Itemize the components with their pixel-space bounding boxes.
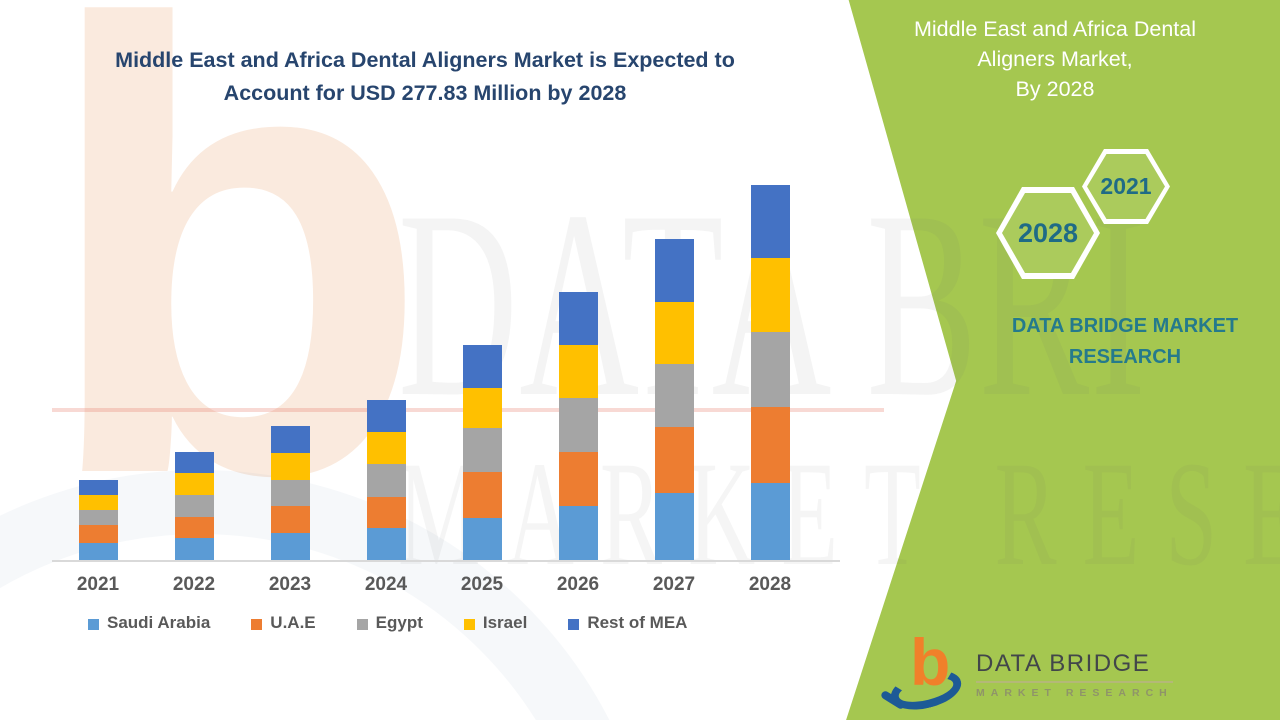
legend-item-u-a-e: U.A.E [251,613,316,633]
stacked-bar-2021 [78,480,118,560]
page-title: Middle East and Africa Dental Aligners M… [30,44,820,110]
bar-segment-rest-of-mea-2025 [462,345,502,389]
x-axis-label-2027: 2027 [652,574,696,595]
bar-segment-egypt-2028 [750,332,790,408]
hexagon-badge-2028: 2028 [996,187,1100,279]
data-bridge-logo-text: DATA BRIDGE MARKET RESEARCH [976,650,1173,699]
bar-segment-rest-of-mea-2026 [558,292,598,346]
legend-swatch-icon [463,618,475,630]
hexagon-badge-2021: 2021 [1082,149,1170,224]
bar-segment-saudi-arabia-2028 [750,483,790,560]
stacked-bar-2027 [654,239,694,560]
bar-segment-egypt-2024 [366,464,406,498]
legend-item-egypt: Egypt [356,613,423,633]
bar-segment-u-a-e-2025 [462,472,502,518]
stacked-bar-2026 [558,292,598,560]
bar-segment-israel-2023 [270,453,310,481]
bar-segment-saudi-arabia-2023 [270,532,310,560]
bar-segment-israel-2026 [558,345,598,398]
bar-segment-rest-of-mea-2023 [270,426,310,454]
bar-segment-saudi-arabia-2022 [174,537,214,560]
stacked-bar-2024 [366,400,406,560]
bar-segment-u-a-e-2021 [78,525,118,543]
bar-segment-egypt-2022 [174,495,214,518]
bar-segment-u-a-e-2028 [750,407,790,483]
sidebar-heading-line3: By 2028 [1015,77,1095,101]
bar-segment-israel-2025 [462,388,502,429]
legend-item-israel: Israel [463,613,528,633]
stacked-bar-2025 [462,345,502,560]
legend-swatch-icon [88,618,99,630]
bar-segment-saudi-arabia-2024 [366,527,406,560]
bar-segment-egypt-2027 [654,364,694,428]
bar-segment-rest-of-mea-2021 [78,480,118,496]
bar-segment-israel-2022 [174,473,214,496]
bar-segment-u-a-e-2022 [174,517,214,538]
logo-b-glyph: b [910,625,951,699]
bar-segment-israel-2021 [78,495,118,511]
bar-segment-saudi-arabia-2025 [462,517,502,560]
stacked-bar-2022 [174,452,214,560]
bar-segment-egypt-2021 [78,510,118,526]
page-title-line2: Account for USD 277.83 Million by 2028 [223,81,627,105]
bar-segment-u-a-e-2023 [270,505,310,533]
page-title-line1: Middle East and Africa Dental Aligners M… [115,48,735,72]
legend-label: Rest of MEA [587,613,688,632]
stacked-bar-2023 [270,426,310,560]
sidebar-heading-line2: Aligners Market, [977,47,1133,71]
x-axis-label-2026: 2026 [556,574,600,595]
x-axis-label-2025: 2025 [460,574,504,595]
sidebar-heading-line1: Middle East and Africa Dental [913,17,1197,41]
bar-segment-israel-2024 [366,432,406,465]
x-axis-label-2023: 2023 [268,574,312,595]
bar-segment-israel-2028 [750,258,790,333]
legend-label: Israel [482,613,528,632]
x-axis-line [52,560,840,562]
legend-item-rest-of-mea: Rest of MEA [568,613,687,633]
sidebar-brand-caption: DATA BRIDGE MARKET RESEARCH [990,311,1260,373]
legend-label: Egypt [375,613,423,632]
bar-segment-u-a-e-2026 [558,451,598,506]
logo-name-text: DATA BRIDGE [976,649,1151,677]
bar-segment-saudi-arabia-2021 [78,543,118,560]
x-axis-label-2022: 2022 [172,574,216,595]
watermark-text-market-research: MARKET RESEARCH [398,431,1280,597]
bar-segment-rest-of-mea-2028 [750,184,790,259]
bar-segment-egypt-2026 [558,397,598,452]
sidebar-brand-caption-line2: RESEARCH [1068,346,1182,368]
bar-segment-saudi-arabia-2027 [654,493,694,560]
legend-item-saudi-arabia: Saudi Arabia [88,613,210,633]
data-bridge-logo: b DATA BRIDGE MARKET RESEARCH [879,625,1173,717]
legend-swatch-icon [568,618,580,630]
x-axis-label-2024: 2024 [364,574,408,595]
legend-label: Saudi Arabia [107,613,211,632]
logo-divider-line [976,680,1173,683]
stacked-bar-2028 [750,184,790,560]
sidebar-brand-caption-line1: DATA BRIDGE MARKET [1011,315,1239,337]
legend-swatch-icon [251,618,263,630]
x-axis-label-2028: 2028 [748,574,792,595]
logo-tagline-text: MARKET RESEARCH [976,686,1173,699]
data-bridge-logo-icon: b [879,625,966,717]
bar-segment-rest-of-mea-2027 [654,239,694,303]
chart-legend: Saudi Arabia U.A.E Egypt Israel Rest of MEA [88,613,728,633]
bar-segment-u-a-e-2024 [366,497,406,528]
x-axis-label-2021: 2021 [76,574,120,595]
bar-segment-rest-of-mea-2024 [366,400,406,433]
legend-swatch-icon [356,618,368,630]
legend-label: U.A.E [270,613,316,632]
bar-segment-saudi-arabia-2026 [558,505,598,560]
bar-segment-rest-of-mea-2022 [174,452,214,474]
sidebar-heading: Middle East and Africa Dental Aligners M… [880,14,1230,104]
bar-segment-israel-2027 [654,302,694,365]
bar-segment-u-a-e-2027 [654,427,694,494]
bar-segment-egypt-2023 [270,480,310,506]
bar-segment-egypt-2025 [462,428,502,473]
